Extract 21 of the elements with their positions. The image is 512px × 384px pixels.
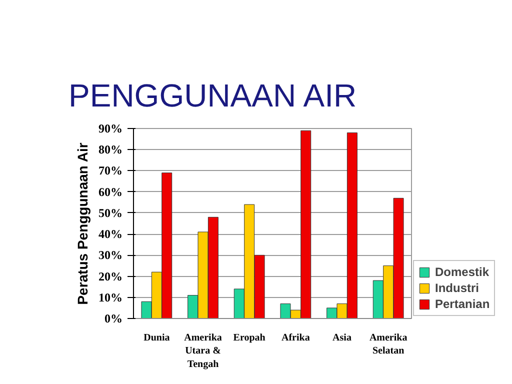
y-tick-label: 0% (104, 312, 122, 326)
y-tick-label: 60% (98, 184, 122, 199)
x-tick-label: Afrika (282, 332, 310, 344)
x-tick-label: Amerika Utara & Tengah (184, 332, 222, 370)
chart-title: PENGGUNAAN AIR (68, 78, 357, 114)
y-tick-label: 70% (98, 164, 122, 178)
y-axis-title: Peratus Penggunaan Air (74, 142, 90, 305)
y-tick-label: 10% (98, 290, 122, 304)
y-tick-label: 30% (98, 248, 122, 262)
x-tick-label: Eropah (233, 332, 266, 344)
x-tick-label: Dunia (144, 332, 170, 344)
y-tick-label: 50% (98, 206, 122, 220)
y-tick-label: 90% (98, 122, 122, 136)
y-tick-label: 40% (98, 227, 122, 242)
legend-label: Domestik (435, 265, 490, 279)
x-tick-label: Amerika Selatan (369, 332, 408, 357)
legend-label: Industri (435, 281, 479, 295)
y-tick-label: 20% (98, 269, 122, 284)
x-tick-label: Asia (332, 332, 352, 344)
y-tick-label: 80% (98, 142, 122, 157)
legend-label: Pertanian (435, 297, 490, 311)
